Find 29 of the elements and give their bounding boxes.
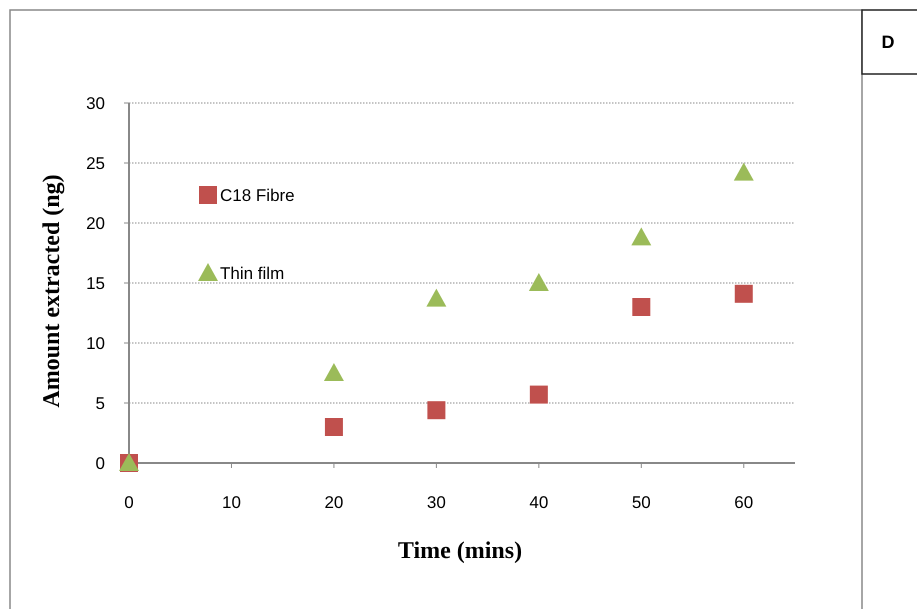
point xyxy=(632,298,650,316)
legend-label: C18 Fibre xyxy=(220,186,295,205)
x-tick-label: 50 xyxy=(632,493,651,512)
point xyxy=(734,162,754,181)
y-tick-label: 0 xyxy=(96,454,105,473)
x-tick-label: 60 xyxy=(734,493,754,512)
y-tick-label: 10 xyxy=(86,334,105,353)
x-tick-label: 40 xyxy=(529,493,548,512)
x-tick-label: 0 xyxy=(124,493,134,512)
y-tick-label: 5 xyxy=(96,394,105,413)
point xyxy=(734,284,753,303)
y-tick-label: 25 xyxy=(86,154,105,173)
point xyxy=(631,227,652,246)
point xyxy=(427,401,446,420)
legend-label: Thin film xyxy=(220,264,284,283)
x-tick-label: 10 xyxy=(222,493,241,512)
y-axis-title: Amount extracted (ng) xyxy=(39,174,65,408)
y-tick-label: 20 xyxy=(86,214,105,233)
x-tick-label: 30 xyxy=(426,493,446,512)
x-axis-title: Time (mins) xyxy=(398,538,522,564)
point xyxy=(530,386,548,404)
y-tick-label: 30 xyxy=(86,94,105,113)
point xyxy=(426,288,446,307)
text: D xyxy=(882,32,894,52)
point xyxy=(324,363,344,381)
point xyxy=(528,273,549,291)
y-tick-label: 15 xyxy=(86,274,105,293)
x-tick-label: 20 xyxy=(324,493,344,512)
point xyxy=(324,418,343,436)
